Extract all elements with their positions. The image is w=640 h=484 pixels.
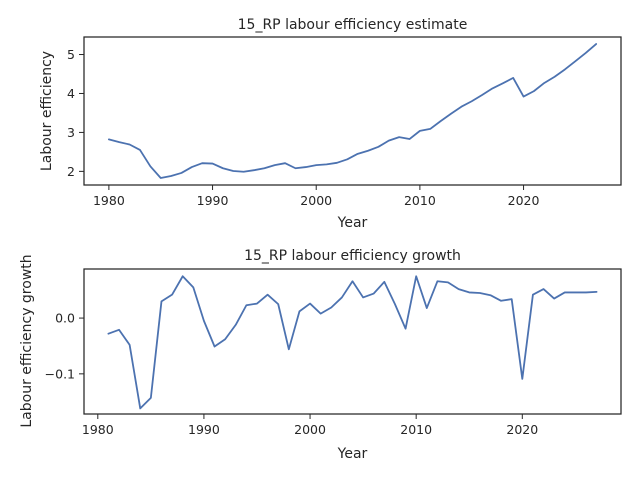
chart-estimate-y-tick-label: 3 [67,125,75,140]
chart-growth-y-tick-label: −0.1 [45,366,75,381]
chart-estimate-x-tick-label: 1990 [197,193,229,208]
chart-growth-x-tick-label: 1990 [188,422,220,437]
chart-estimate-x-tick-label: 2000 [300,193,332,208]
chart-growth-x-label: Year [337,446,368,462]
chart-growth-y-label: Labour efficiency growth [19,254,35,427]
chart-estimate-y-tick-label: 5 [67,47,75,62]
chart-growth-title: 15_RP labour efficiency growth [244,248,461,264]
chart-growth-x-tick-label: 2010 [400,422,432,437]
chart-estimate-y-label: Labour efficiency [39,51,55,171]
chart-estimate-x-tick-label: 1980 [93,193,125,208]
chart-growth-x-tick-label: 2020 [506,422,538,437]
chart-estimate-x-tick-label: 2020 [508,193,540,208]
chart-growth-y-tick-label: 0.0 [55,311,75,326]
chart-estimate-x-label: Year [337,215,368,231]
chart-growth-x-tick-label: 2000 [294,422,326,437]
chart-estimate-title: 15_RP labour efficiency estimate [238,17,468,33]
chart-growth-x-tick-label: 1980 [82,422,114,437]
chart-estimate-x-tick-label: 2010 [404,193,436,208]
chart-estimate-y-tick-label: 4 [67,86,75,101]
chart-estimate-y-tick-label: 2 [67,164,75,179]
